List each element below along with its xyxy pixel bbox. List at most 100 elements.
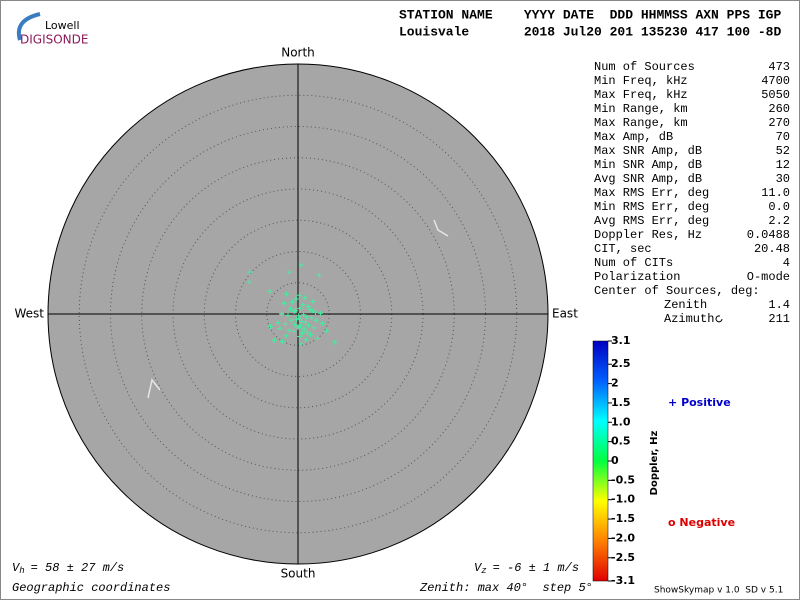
stat-label: CIT, sec bbox=[594, 242, 652, 256]
source-point bbox=[271, 337, 277, 343]
source-point bbox=[291, 329, 297, 334]
source-point bbox=[268, 324, 273, 329]
source-point bbox=[286, 327, 292, 333]
source-point bbox=[319, 320, 325, 326]
stat-label: Azimuth bbox=[664, 312, 714, 326]
direction-label: East bbox=[552, 307, 578, 321]
source-point bbox=[309, 308, 315, 314]
source-point bbox=[283, 321, 288, 327]
zenith-info: Zenith: max 40° step 5° bbox=[419, 581, 593, 595]
colorbar bbox=[592, 340, 609, 582]
source-point bbox=[324, 328, 330, 334]
stat-value: 5050 bbox=[761, 88, 790, 102]
zenith-step: 5 bbox=[578, 581, 585, 595]
source-point bbox=[309, 315, 315, 321]
source-point bbox=[306, 322, 312, 328]
stat-value: 11.0 bbox=[761, 186, 790, 200]
stat-value: 0.0488 bbox=[747, 228, 790, 242]
stat-label: Polarization bbox=[594, 270, 680, 284]
colorbar-tick-label: 1.5 bbox=[611, 396, 631, 409]
stat-label: Num of CITs bbox=[594, 256, 673, 270]
logo-top: Lowell bbox=[45, 19, 80, 32]
header-line: STATION NAME YYYY DATE DDD HHMMSS AXN PP… bbox=[399, 7, 781, 22]
colorbar-tick-label: -3.1 bbox=[611, 574, 635, 587]
plot: North South East West bbox=[14, 46, 578, 581]
stat-label: Avg RMS Err, deg bbox=[594, 214, 709, 228]
source-point bbox=[313, 309, 318, 315]
header-line: Louisvale 2018 Jul20 201 135230 417 100 … bbox=[399, 24, 781, 39]
stat-value: 4 bbox=[783, 256, 790, 270]
source-point bbox=[293, 307, 298, 313]
source-point bbox=[305, 304, 311, 309]
source-point bbox=[295, 324, 301, 330]
stat-label: Center of Sources, deg: bbox=[594, 284, 760, 298]
source-point bbox=[318, 310, 323, 316]
legend-entry: + Positive bbox=[668, 396, 731, 409]
source-point bbox=[308, 332, 313, 338]
arrow-marker bbox=[147, 378, 161, 399]
source-point bbox=[310, 299, 316, 304]
source-point bbox=[302, 295, 308, 301]
source-point bbox=[292, 322, 298, 328]
source-point bbox=[299, 319, 305, 324]
colorbar-tick-label: 2.5 bbox=[611, 357, 631, 370]
vh-sub: h bbox=[19, 566, 24, 576]
source-point bbox=[296, 315, 302, 321]
stat-value: 2.2 bbox=[768, 214, 790, 228]
stat-value: O-mode bbox=[747, 270, 790, 284]
colorbar-tick-label: -2.0 bbox=[611, 531, 635, 544]
legend-marker: o bbox=[668, 516, 676, 529]
step-label: step bbox=[542, 581, 571, 595]
logo-swoosh bbox=[17, 12, 41, 41]
legend-marker: + bbox=[668, 396, 677, 409]
colorbar-tick-label: -2.5 bbox=[611, 551, 635, 564]
source-point bbox=[303, 337, 309, 343]
stat-value: 70 bbox=[776, 130, 790, 144]
zenith-max: 40 bbox=[506, 581, 520, 595]
source-point bbox=[297, 334, 303, 339]
legend-label: Negative bbox=[679, 516, 735, 529]
logo-bottom: DIGISONDE bbox=[20, 33, 88, 47]
source-point bbox=[316, 272, 322, 278]
source-point bbox=[301, 312, 307, 318]
vh: Vh = 58 ± 27 m/s bbox=[12, 561, 124, 576]
source-point bbox=[275, 320, 281, 326]
stat-value: 20.48 bbox=[754, 242, 790, 256]
stat-label: Min SNR Amp, dB bbox=[594, 158, 702, 172]
source-point bbox=[285, 312, 291, 318]
source-point bbox=[288, 317, 294, 323]
source-point bbox=[289, 299, 295, 305]
colorbar-tick-label: -1.0 bbox=[611, 493, 635, 506]
source-point bbox=[304, 314, 310, 320]
stat-value: 473 bbox=[768, 60, 790, 74]
stat-label: Min Freq, kHz bbox=[594, 74, 688, 88]
stat-value: 12 bbox=[776, 158, 790, 172]
source-point bbox=[246, 279, 252, 285]
vz: Vz = -6 ± 1 m/s bbox=[474, 561, 579, 576]
source-point bbox=[279, 311, 285, 317]
direction-label: South bbox=[281, 567, 316, 581]
stat-label: Avg SNR Amp, dB bbox=[594, 172, 702, 186]
source-point bbox=[313, 317, 319, 323]
zenith-unit: ° bbox=[521, 581, 528, 595]
stat-label: Max Freq, kHz bbox=[594, 88, 688, 102]
source-point bbox=[296, 313, 302, 319]
colorbar-tick-label: -1.5 bbox=[611, 512, 635, 525]
source-point bbox=[286, 269, 292, 275]
direction-label: West bbox=[14, 307, 44, 321]
source-point bbox=[299, 330, 305, 336]
stat-value: 270 bbox=[768, 116, 790, 130]
source-point bbox=[298, 262, 304, 268]
source-point bbox=[332, 339, 338, 345]
source-point bbox=[296, 292, 302, 298]
colorbar-tick-label: 2 bbox=[611, 377, 619, 390]
arrow-marker bbox=[433, 219, 449, 237]
stat-label: Zenith bbox=[664, 298, 707, 312]
colorbar-tick-label: 0 bbox=[611, 454, 619, 467]
coordinates: Geographic coordinates bbox=[12, 581, 170, 595]
stat-label: Min Range, km bbox=[594, 102, 688, 116]
source-point bbox=[297, 305, 303, 311]
stat-value: 0.0 bbox=[768, 200, 790, 214]
stat-value: 211 bbox=[768, 312, 790, 326]
